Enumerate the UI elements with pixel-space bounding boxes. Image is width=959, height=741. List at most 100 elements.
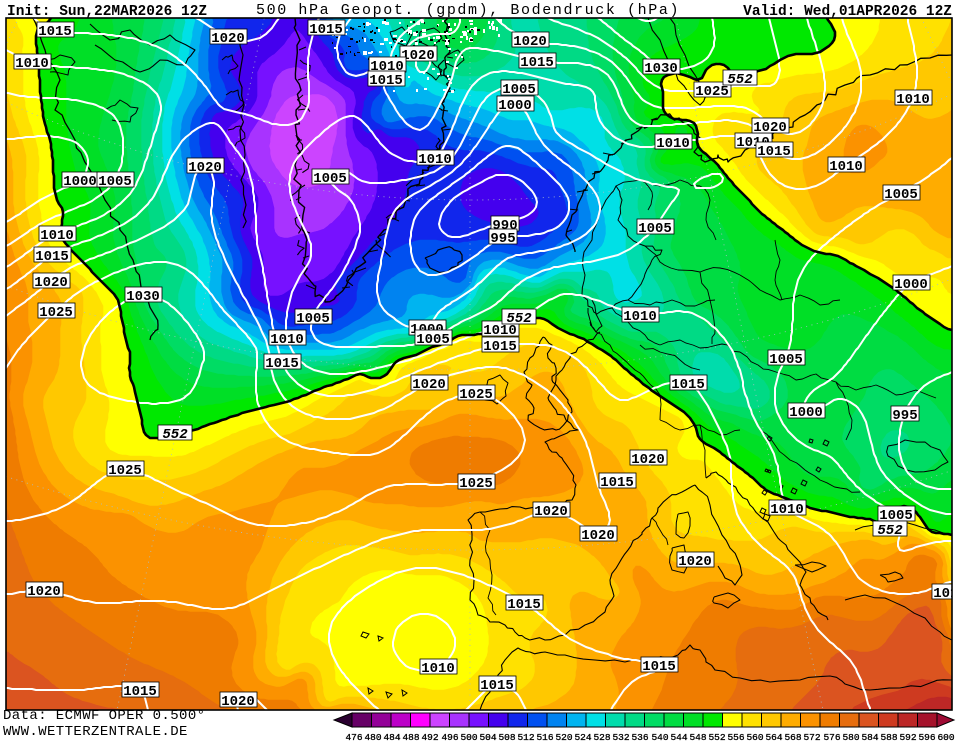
svg-text:552: 552 [506, 311, 532, 327]
svg-text:1020: 1020 [34, 275, 68, 291]
svg-text:500: 500 [460, 732, 477, 741]
svg-text:540: 540 [651, 732, 668, 741]
svg-text:1020: 1020 [631, 452, 665, 468]
svg-text:488: 488 [402, 732, 419, 741]
svg-text:1020: 1020 [221, 694, 255, 710]
svg-text:1020: 1020 [581, 528, 615, 544]
svg-text:1015: 1015 [123, 684, 157, 700]
svg-text:1015: 1015 [757, 144, 791, 160]
svg-text:1015: 1015 [933, 586, 959, 602]
svg-text:1015: 1015 [35, 249, 69, 265]
svg-text:1005: 1005 [98, 174, 132, 190]
svg-text:Data: ECMWF OPER 0.500°: Data: ECMWF OPER 0.500° [3, 708, 205, 724]
svg-text:560: 560 [746, 732, 763, 741]
svg-text:Valid: Wed,01APR2026 12Z: Valid: Wed,01APR2026 12Z [743, 4, 952, 20]
svg-text:476: 476 [345, 732, 362, 741]
svg-text:528: 528 [593, 732, 610, 741]
svg-text:516: 516 [536, 732, 553, 741]
svg-text:1015: 1015 [507, 597, 541, 613]
svg-text:1030: 1030 [126, 289, 160, 305]
svg-text:1010: 1010 [896, 92, 930, 108]
svg-text:1020: 1020 [513, 34, 547, 50]
svg-text:1015: 1015 [265, 356, 299, 372]
svg-text:1025: 1025 [695, 84, 729, 100]
svg-text:480: 480 [364, 732, 381, 741]
svg-text:1020: 1020 [211, 31, 245, 47]
svg-text:1015: 1015 [369, 73, 403, 89]
svg-text:1005: 1005 [502, 82, 536, 98]
svg-text:1025: 1025 [39, 305, 73, 321]
svg-text:572: 572 [803, 732, 820, 741]
svg-text:Init: Sun,22MAR2026 12Z: Init: Sun,22MAR2026 12Z [7, 4, 207, 20]
svg-text:1015: 1015 [38, 24, 72, 40]
svg-text:496: 496 [441, 732, 458, 741]
svg-text:1015: 1015 [671, 377, 705, 393]
svg-text:1010: 1010 [656, 136, 690, 152]
svg-text:524: 524 [574, 732, 591, 741]
svg-text:1005: 1005 [296, 311, 330, 327]
svg-text:1025: 1025 [459, 387, 493, 403]
svg-text:556: 556 [727, 732, 744, 741]
svg-text:592: 592 [899, 732, 916, 741]
svg-text:1030: 1030 [644, 61, 678, 77]
svg-text:596: 596 [918, 732, 935, 741]
svg-text:1020: 1020 [534, 504, 568, 520]
svg-text:580: 580 [842, 732, 859, 741]
svg-text:1015: 1015 [520, 55, 554, 71]
svg-text:1010: 1010 [483, 323, 517, 339]
svg-text:1010: 1010 [623, 309, 657, 325]
svg-text:1000: 1000 [63, 174, 97, 190]
svg-text:508: 508 [498, 732, 515, 741]
svg-text:1010: 1010 [418, 152, 452, 168]
svg-text:1010: 1010 [829, 159, 863, 175]
svg-text:1015: 1015 [309, 22, 343, 38]
svg-text:544: 544 [670, 732, 687, 741]
svg-text:600: 600 [937, 732, 954, 741]
svg-text:1020: 1020 [412, 377, 446, 393]
svg-text:576: 576 [823, 732, 840, 741]
svg-text:1005: 1005 [884, 187, 918, 203]
svg-text:1010: 1010 [15, 56, 49, 72]
svg-text:1010: 1010 [40, 228, 74, 244]
svg-text:1020: 1020 [678, 554, 712, 570]
svg-text:WWW.WETTERZENTRALE.DE: WWW.WETTERZENTRALE.DE [3, 724, 188, 740]
svg-text:552: 552 [877, 523, 903, 539]
svg-text:504: 504 [479, 732, 496, 741]
svg-text:1020: 1020 [188, 160, 222, 176]
svg-text:1010: 1010 [770, 502, 804, 518]
svg-text:512: 512 [517, 732, 534, 741]
svg-text:1010: 1010 [421, 661, 455, 677]
svg-text:552: 552 [708, 732, 725, 741]
svg-text:1025: 1025 [459, 476, 493, 492]
svg-text:564: 564 [765, 732, 782, 741]
svg-text:1015: 1015 [642, 659, 676, 675]
svg-text:1015: 1015 [483, 339, 517, 355]
svg-text:995: 995 [892, 408, 917, 424]
svg-text:584: 584 [861, 732, 878, 741]
svg-text:1005: 1005 [313, 171, 347, 187]
svg-text:1005: 1005 [416, 332, 450, 348]
svg-text:552: 552 [727, 72, 753, 88]
svg-text:548: 548 [689, 732, 706, 741]
svg-text:492: 492 [421, 732, 438, 741]
svg-text:500 hPa Geopot. (gpdm), Bodend: 500 hPa Geopot. (gpdm), Bodendruck (hPa) [256, 2, 680, 19]
svg-text:1020: 1020 [753, 120, 787, 136]
svg-text:532: 532 [612, 732, 629, 741]
svg-text:520: 520 [555, 732, 572, 741]
svg-text:536: 536 [631, 732, 648, 741]
svg-text:1015: 1015 [600, 475, 634, 491]
svg-text:568: 568 [784, 732, 801, 741]
svg-text:1020: 1020 [27, 584, 61, 600]
svg-text:484: 484 [383, 732, 400, 741]
svg-text:995: 995 [490, 231, 515, 247]
svg-text:1020: 1020 [401, 48, 435, 64]
svg-text:552: 552 [162, 427, 188, 443]
svg-text:1000: 1000 [498, 98, 532, 114]
svg-text:1005: 1005 [879, 508, 913, 524]
svg-text:1000: 1000 [894, 277, 928, 293]
svg-text:1010: 1010 [270, 332, 304, 348]
svg-text:1005: 1005 [638, 221, 672, 237]
svg-text:1025: 1025 [108, 463, 142, 479]
svg-text:1000: 1000 [789, 405, 823, 421]
svg-text:1005: 1005 [769, 352, 803, 368]
